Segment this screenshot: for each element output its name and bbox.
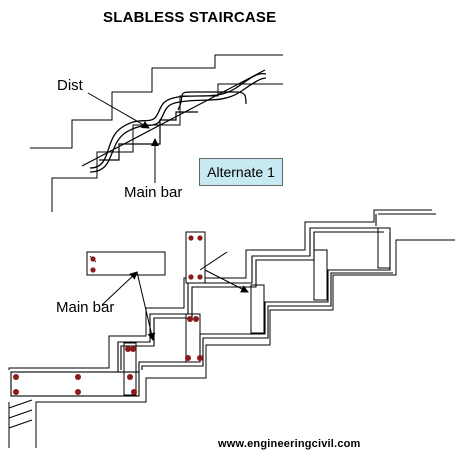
ground-hatching <box>8 399 33 448</box>
alternate-label-box: Alternate 1 <box>199 158 283 186</box>
main-bar-zigzag <box>89 72 267 173</box>
dist-label: Dist <box>57 77 83 94</box>
main-bar-leader-3 <box>204 269 249 293</box>
section-tick <box>199 251 228 271</box>
bottom-stair-outline <box>8 209 455 448</box>
section-detail-vertical <box>185 231 206 284</box>
diagram-title: SLABLESS STAIRCASE <box>103 9 277 26</box>
section-detail-horizontal <box>86 251 166 276</box>
main-bar-leader-1 <box>101 271 138 306</box>
dist-bar-line <box>81 69 266 167</box>
bar-section-dots <box>13 316 203 395</box>
main-bar-leader-2 <box>136 271 156 341</box>
main-bar-label-top: Main bar <box>124 184 183 201</box>
dist-leader <box>87 92 150 129</box>
top-step-reinforcement <box>99 91 247 161</box>
main-bar-label-bottom: Main bar <box>56 299 115 316</box>
riser-stirrups <box>123 227 391 396</box>
website-footer: www.engineeringcivil.com <box>218 438 361 450</box>
